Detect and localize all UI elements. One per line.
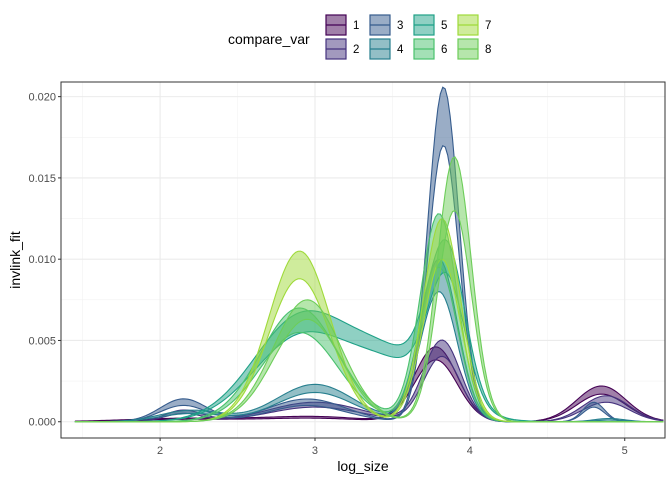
legend-label: 8 <box>485 44 491 56</box>
y-tick-label: 0.010 <box>28 254 56 266</box>
ribbons <box>74 86 664 423</box>
legend: compare_var 1 2 3 4 5 6 7 8 <box>228 14 491 60</box>
legend-item-1: 1 <box>325 14 359 36</box>
legend-label: 5 <box>441 20 447 32</box>
plot-panel <box>61 82 665 438</box>
legend-item-3: 3 <box>369 14 403 36</box>
legend-item-5: 5 <box>413 14 447 36</box>
panel-border <box>60 81 666 439</box>
legend-item-7: 7 <box>457 14 491 36</box>
legend-label: 1 <box>353 20 359 32</box>
x-tick-label: 4 <box>467 445 473 457</box>
y-tick-label: 0.020 <box>28 92 56 104</box>
x-tick-label: 5 <box>622 445 628 457</box>
legend-label: 3 <box>397 20 403 32</box>
y-tick-label: 0.000 <box>28 417 56 429</box>
legend-label: 2 <box>353 44 359 56</box>
legend-item-8: 8 <box>457 38 491 60</box>
x-tick-label: 2 <box>157 445 163 457</box>
x-axis: 2 3 4 5 <box>157 438 628 457</box>
y-tick-label: 0.005 <box>28 335 56 347</box>
legend-label: 7 <box>485 20 491 32</box>
legend-title: compare_var <box>228 31 310 47</box>
x-axis-title: log_size <box>337 458 389 474</box>
y-axis-title: invlink_fit <box>7 231 23 289</box>
legend-label: 4 <box>397 44 404 56</box>
ribbon-lower-8 <box>74 209 664 423</box>
y-tick-label: 0.015 <box>28 173 56 185</box>
legend-label: 6 <box>441 44 447 56</box>
legend-item-6: 6 <box>413 38 447 60</box>
legend-item-4: 4 <box>369 38 404 60</box>
x-tick-label: 3 <box>312 445 318 457</box>
legend-item-2: 2 <box>325 38 359 60</box>
ribbon-upper-1 <box>74 346 664 423</box>
y-axis: 0.000 0.005 0.010 0.015 0.020 <box>28 92 61 429</box>
